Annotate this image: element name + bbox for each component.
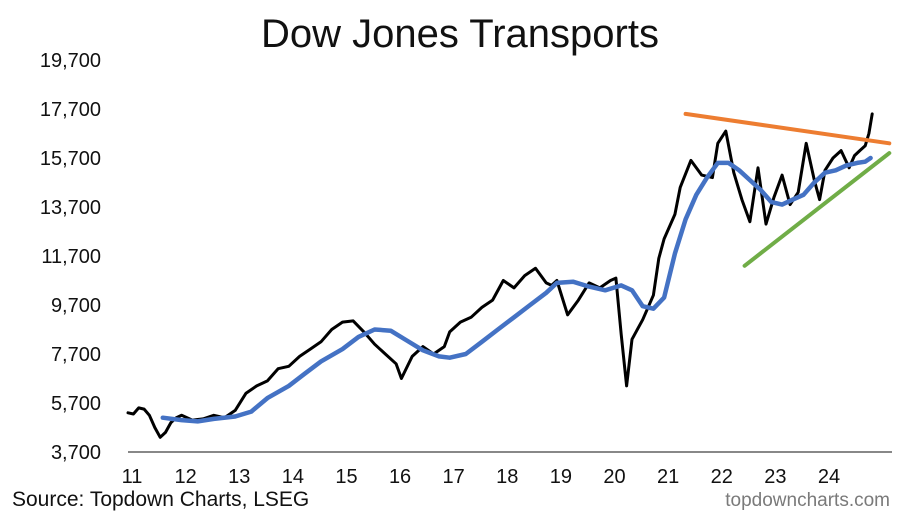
y-axis: 3,700 5,700 7,700 9,700 11,700 13,700 15,700 17… bbox=[40, 50, 101, 464]
x-tick-label: 14 bbox=[282, 466, 304, 488]
x-tick-label: 20 bbox=[603, 466, 625, 488]
x-tick-label: 24 bbox=[818, 466, 840, 488]
x-tick-label: 23 bbox=[764, 466, 786, 488]
y-tick-label: 7,700 bbox=[51, 344, 101, 366]
x-tick-label: 17 bbox=[443, 466, 465, 488]
moving-average-line bbox=[160, 155, 873, 424]
support-line bbox=[742, 151, 892, 268]
chart-title: Dow Jones Transports bbox=[261, 12, 659, 56]
x-tick-label: 22 bbox=[711, 466, 733, 488]
x-tick-label: 11 bbox=[122, 466, 143, 488]
y-tick-label: 3,700 bbox=[51, 442, 101, 464]
x-tick-label: 16 bbox=[389, 466, 411, 488]
x-tick-label: 18 bbox=[496, 466, 518, 488]
y-tick-label: 15,700 bbox=[40, 148, 101, 170]
x-tick-label: 19 bbox=[550, 466, 572, 488]
x-tick-label: 21 bbox=[657, 466, 679, 488]
y-tick-label: 5,700 bbox=[51, 393, 101, 415]
x-tick-label: 12 bbox=[174, 466, 196, 488]
x-axis: 11 12 13 14 15 16 17 18 19 20 21 22 23 24 bbox=[122, 451, 892, 488]
x-tick-label: 13 bbox=[228, 466, 250, 488]
price-line bbox=[126, 112, 874, 439]
y-tick-label: 9,700 bbox=[51, 295, 101, 317]
y-tick-label: 17,700 bbox=[40, 99, 101, 121]
source-note: Source: Topdown Charts, LSEG bbox=[12, 488, 310, 511]
resistance-line bbox=[683, 111, 892, 146]
series-layer bbox=[126, 111, 892, 439]
y-tick-label: 19,700 bbox=[40, 50, 101, 72]
y-tick-label: 11,700 bbox=[41, 246, 101, 268]
y-tick-label: 13,700 bbox=[40, 197, 101, 219]
watermark: topdowncharts.com bbox=[725, 490, 890, 511]
x-tick-label: 15 bbox=[335, 466, 357, 488]
